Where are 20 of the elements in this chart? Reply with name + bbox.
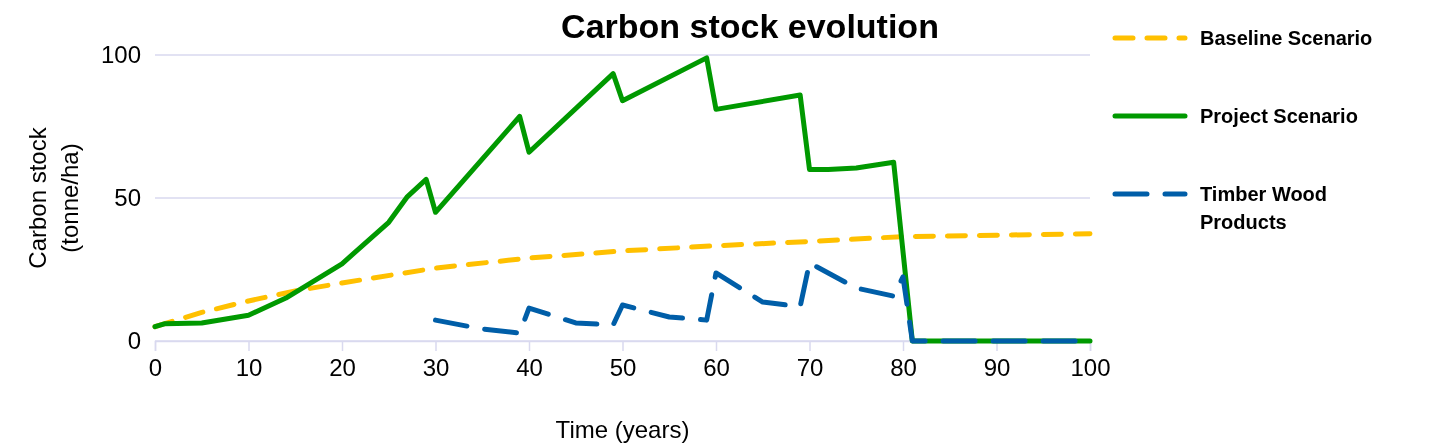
x-tick-label: 20 (329, 354, 356, 382)
y-tick-label: 0 (127, 327, 141, 355)
x-tick-label: 40 (516, 354, 543, 382)
legend-label: Project Scenario (1200, 105, 1358, 127)
x-axis-title: Time (years) (555, 416, 690, 443)
x-tick-label: 70 (796, 354, 824, 382)
x-tick-label: 100 (1070, 354, 1111, 382)
y-tick-label: 100 (100, 41, 141, 69)
x-tick-label: 0 (148, 354, 163, 382)
legend-label: Baseline Scenario (1200, 27, 1373, 49)
y-tick-label: 50 (114, 184, 141, 212)
x-tick-label: 90 (983, 354, 1011, 382)
legend-label: Timber Wood Products (1200, 183, 1328, 233)
chart-title: Carbon stock evolution (561, 7, 939, 45)
x-tick-label: 10 (235, 354, 263, 382)
y-axis-title: Carbon stock (tonne/ha) (24, 126, 83, 269)
x-tick-label: 60 (703, 354, 730, 382)
x-tick-label: 80 (890, 354, 917, 382)
x-tick-label: 30 (422, 354, 450, 382)
x-tick-label: 50 (609, 354, 637, 382)
